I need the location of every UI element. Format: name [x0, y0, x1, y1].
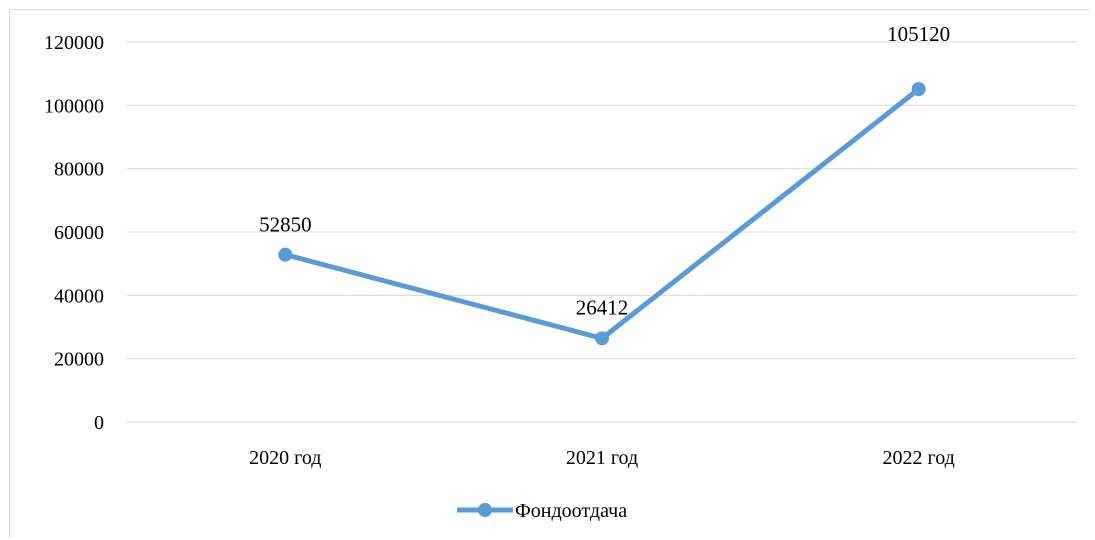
x-tick-label: 2022 год: [883, 447, 955, 469]
data-labels: 52850 26412 105120: [259, 22, 950, 319]
data-point: [278, 247, 293, 262]
data-point: [595, 331, 609, 346]
chart-frame: [9, 9, 1089, 537]
y-tick-label: 100000: [44, 95, 104, 117]
legend-label: Фондоотдача: [515, 500, 627, 522]
data-label: 26412: [576, 295, 629, 319]
data-label: 52850: [259, 213, 312, 237]
legend: Фондоотдача: [457, 500, 627, 522]
y-tick-label: 20000: [54, 349, 104, 371]
data-label: 105120: [887, 22, 950, 46]
y-tick-label: 0: [94, 412, 104, 434]
x-tick-label: 2020 год: [249, 447, 321, 469]
data-point: [911, 82, 926, 97]
y-axis-ticks: 0 20000 40000 60000 80000 100000 120000: [44, 32, 104, 434]
legend-marker-icon: [478, 503, 492, 517]
x-tick-label: 2021 год: [566, 447, 638, 469]
y-tick-label: 120000: [44, 32, 104, 54]
y-tick-label: 40000: [54, 285, 104, 307]
x-axis-labels: 2020 год 2021 год 2022 год: [249, 447, 955, 469]
gridlines: [127, 41, 1077, 423]
y-tick-label: 60000: [54, 222, 104, 244]
y-tick-label: 80000: [54, 159, 104, 181]
series-fondootdacha: [278, 82, 926, 346]
